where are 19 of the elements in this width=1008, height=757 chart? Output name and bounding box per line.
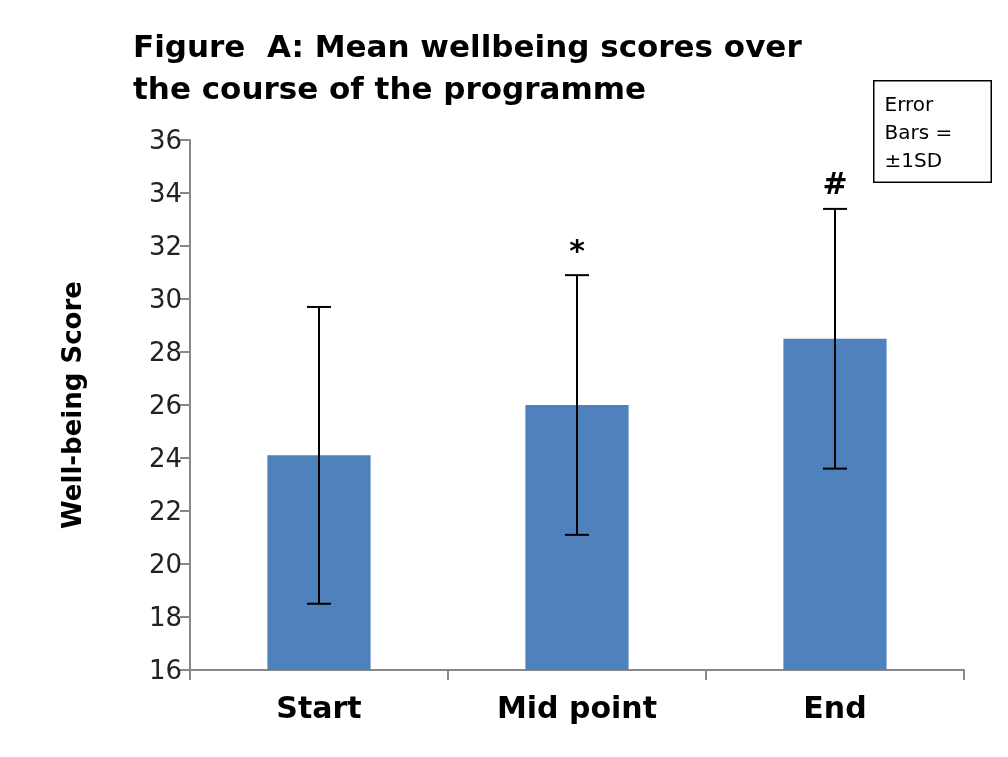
y-tick-label: 22 [148, 496, 182, 526]
y-tick-label: 24 [148, 443, 182, 473]
x-tick-label: Mid point [496, 689, 658, 725]
chart-title: Figure A: Mean wellbeing scores over the course of the programme [133, 28, 813, 106]
y-tick-label: 18 [148, 602, 182, 632]
y-tick-label: 30 [148, 284, 182, 314]
x-tick-label: End [803, 689, 867, 725]
y-tick-label: 16 [148, 655, 182, 685]
y-tick-label: 28 [148, 337, 182, 367]
y-tick-label: 26 [148, 390, 182, 420]
x-tick-label: Start [276, 689, 362, 725]
y-tick-label: 32 [148, 231, 182, 261]
annotation: Error Bars = ±1SD [884, 91, 959, 172]
y-axis-title: Well-being Score [57, 281, 87, 529]
y-tick-label: 20 [148, 549, 182, 579]
y-tick-label: 34 [148, 178, 182, 208]
annotation: # [822, 166, 848, 202]
y-tick-label: 36 [148, 125, 182, 155]
annotation: * [569, 232, 586, 268]
